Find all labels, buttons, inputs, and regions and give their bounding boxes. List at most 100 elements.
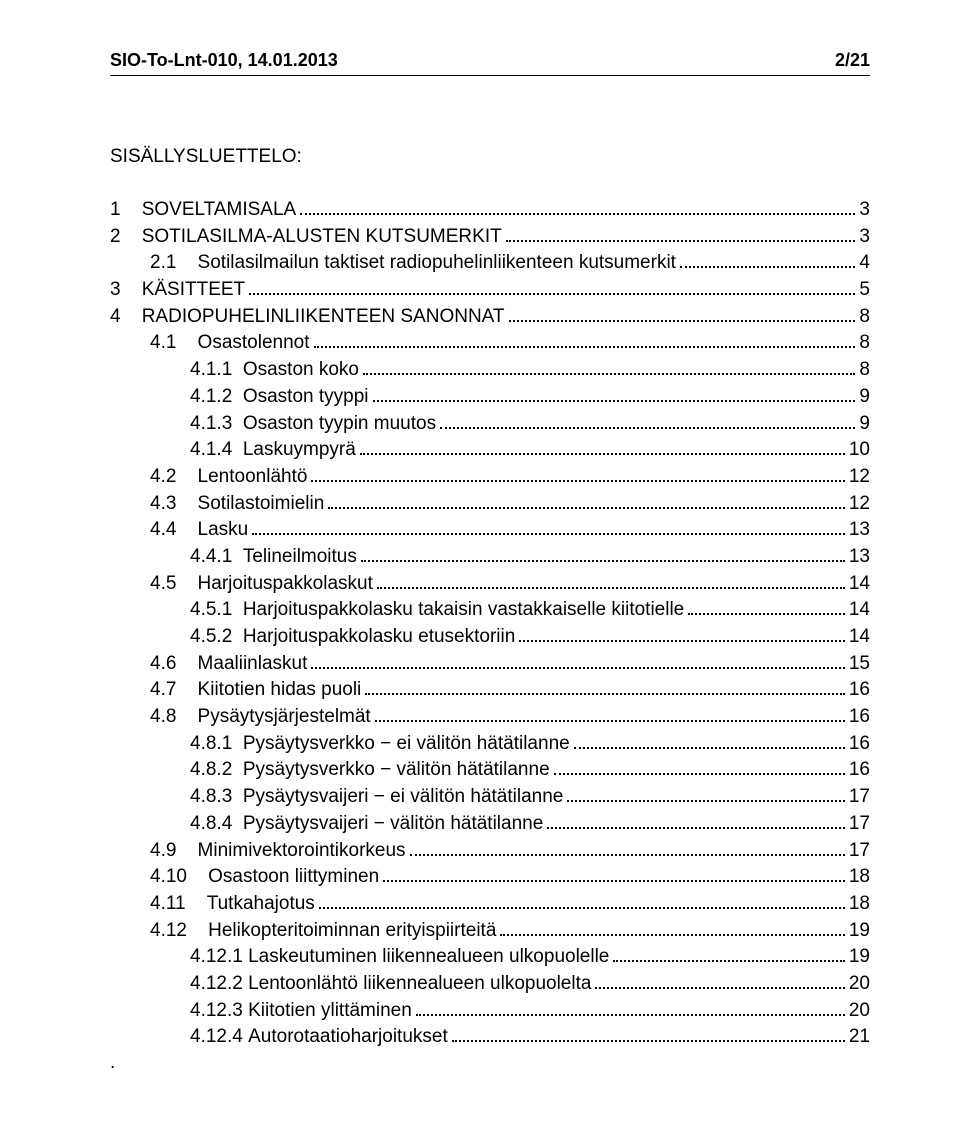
toc-entry-number: 4.7 (150, 678, 176, 703)
toc-entry-page: 15 (849, 652, 870, 677)
toc-entry-text: Harjoituspakkolasku etusektoriin (243, 625, 515, 650)
toc-entry: 4.9 Minimivektorointikorkeus17 (110, 839, 870, 864)
toc-entry-sep (187, 919, 208, 944)
toc-entry: 3 KÄSITTEET5 (110, 278, 870, 303)
toc-entry-page: 17 (849, 785, 870, 810)
header-left: SIO-To-Lnt-010, 14.01.2013 (110, 50, 338, 71)
toc-entry-leader (300, 213, 855, 215)
toc-entry-number: 3 (110, 278, 121, 303)
toc-entry: 4.8.3 Pysäytysvaijeri − ei välitön hätät… (110, 785, 870, 810)
toc-entry: 4.5.1 Harjoituspakkolasku takaisin vasta… (110, 598, 870, 623)
toc-entry: 4.8.1 Pysäytysverkko − ei välitön hätäti… (110, 732, 870, 757)
toc-entry-text: SOTILASILMA-ALUSTEN KUTSUMERKIT (142, 225, 502, 250)
toc-entry-sep (232, 732, 243, 757)
toc-entry: 2 SOTILASILMA-ALUSTEN KUTSUMERKIT3 (110, 225, 870, 250)
toc-entry-text: Harjoituspakkolasku takaisin vastakkaise… (243, 598, 684, 623)
toc-entry-page: 9 (859, 412, 870, 437)
toc-entry-number: 4.12.2 (190, 972, 243, 997)
toc-entry-leader (595, 987, 844, 989)
toc-entry-text: Pysäytysverkko − ei välitön hätätilanne (243, 732, 570, 757)
toc-entry-page: 17 (849, 812, 870, 837)
toc-entry-text: Pysäytysjärjestelmät (198, 705, 371, 730)
toc-entry-leader (373, 400, 856, 402)
toc-entry: 1 SOVELTAMISALA3 (110, 198, 870, 223)
toc-entry-page: 10 (849, 438, 870, 463)
toc-entry-sep (176, 572, 197, 597)
toc-entry: 4.7 Kiitotien hidas puoli16 (110, 678, 870, 703)
toc-entry-text: Laskeutuminen liikennealueen ulkopuolell… (248, 945, 609, 970)
toc-entry-leader (613, 960, 844, 962)
toc-entry-sep (121, 198, 142, 223)
toc-entry-sep (232, 598, 243, 623)
toc-entry: 4.1.2 Osaston tyyppi9 (110, 385, 870, 410)
toc-entry-number: 4.1.1 (190, 358, 232, 383)
toc-entry-leader (383, 880, 845, 882)
toc-entry-text: Pysäytysvaijeri − välitön hätätilanne (243, 812, 543, 837)
toc-entry-sep (232, 358, 243, 383)
toc-entry: 4.12 Helikopteritoiminnan erityispiirtei… (110, 919, 870, 944)
toc-entry-text: Tutkahajotus (207, 892, 315, 917)
toc-entry-leader (375, 720, 845, 722)
toc-entry-text: Sotilasilmailun taktiset radiopuhelinlii… (198, 251, 676, 276)
toc-entry: 4 RADIOPUHELINLIIKENTEEN SANONNAT8 (110, 305, 870, 330)
toc-entry-leader (363, 373, 855, 375)
toc-entry-leader (554, 773, 845, 775)
toc-entry-text: Minimivektorointikorkeus (198, 839, 406, 864)
toc-entry: 4.1 Osastolennot8 (110, 331, 870, 356)
toc-entry-number: 4.3 (150, 492, 176, 517)
toc-entry-leader (410, 854, 845, 856)
header-divider (110, 75, 870, 76)
toc-container: 1 SOVELTAMISALA32 SOTILASILMA-ALUSTEN KU… (110, 198, 870, 1050)
toc-entry-number: 4 (110, 305, 121, 330)
toc-entry-number: 2 (110, 225, 121, 250)
toc-entry-page: 4 (859, 251, 870, 276)
toc-entry-text: Pysäytysverkko − välitön hätätilanne (243, 758, 550, 783)
toc-entry-sep (232, 785, 243, 810)
toc-entry-number: 4.8.1 (190, 732, 232, 757)
toc-entry-leader (249, 293, 855, 295)
toc-entry-number: 4.9 (150, 839, 176, 864)
toc-entry-page: 18 (849, 865, 870, 890)
toc-entry-number: 4.1.2 (190, 385, 232, 410)
toc-entry-page: 19 (849, 919, 870, 944)
toc-entry: 4.6 Maaliinlaskut15 (110, 652, 870, 677)
toc-entry-sep (187, 865, 208, 890)
toc-entry-page: 18 (849, 892, 870, 917)
final-period: . (110, 1052, 870, 1074)
toc-entry-text: Autorotaatioharjoitukset (248, 1025, 448, 1050)
toc-entry: 4.11 Tutkahajotus18 (110, 892, 870, 917)
toc-entry-number: 4.8 (150, 705, 176, 730)
toc-entry-sep (176, 251, 197, 276)
toc-entry: 4.12.3 Kiitotien ylittäminen20 (110, 999, 870, 1024)
toc-entry-number: 4.4 (150, 518, 176, 543)
toc-entry-text: Kiitotien ylittäminen (248, 999, 412, 1024)
toc-entry-number: 4.6 (150, 652, 176, 677)
toc-entry-sep (176, 331, 197, 356)
toc-entry-leader (360, 453, 845, 455)
toc-entry-leader (452, 1040, 845, 1042)
toc-entry: 4.2 Lentoonlähtö12 (110, 465, 870, 490)
toc-entry-number: 4.2 (150, 465, 176, 490)
toc-entry-page: 8 (859, 305, 870, 330)
toc-entry-sep (232, 385, 243, 410)
toc-entry-text: Helikopteritoiminnan erityispiirteitä (208, 919, 496, 944)
toc-entry-number: 4.8.4 (190, 812, 232, 837)
toc-entry-page: 9 (859, 385, 870, 410)
toc-entry-sep (232, 545, 243, 570)
toc-entry-leader (377, 587, 845, 589)
toc-entry-text: Pysäytysvaijeri − ei välitön hätätilanne (243, 785, 564, 810)
toc-entry-text: Lentoonlähtö liikennealueen ulkopuolelta (248, 972, 591, 997)
toc-entry-number: 4.12.4 (190, 1025, 243, 1050)
toc-entry-page: 20 (849, 972, 870, 997)
toc-entry-sep (232, 625, 243, 650)
toc-entry: 2.1 Sotilasilmailun taktiset radiopuheli… (110, 251, 870, 276)
toc-entry-page: 16 (849, 705, 870, 730)
toc-entry-leader (361, 560, 845, 562)
toc-entry-text: KÄSITTEET (142, 278, 245, 303)
toc-entry: 4.10 Osastoon liittyminen18 (110, 865, 870, 890)
toc-entry-sep (186, 892, 207, 917)
toc-entry-page: 13 (849, 545, 870, 570)
toc-entry-leader (500, 934, 844, 936)
toc-entry-text: Osastolennot (198, 331, 310, 356)
toc-entry: 4.4 Lasku13 (110, 518, 870, 543)
